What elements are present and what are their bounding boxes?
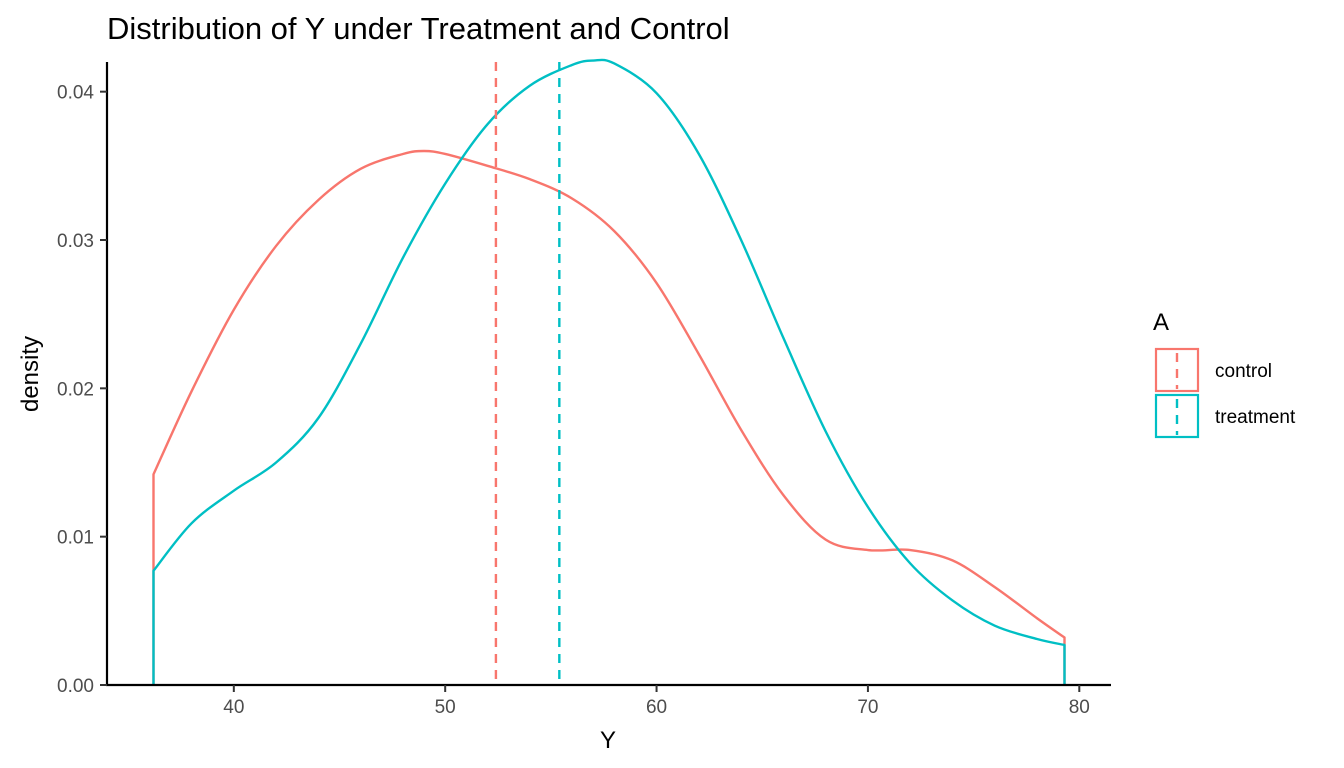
legend-item-treatment: treatment: [1154, 393, 1296, 439]
density-curve-treatment: [152, 58, 1066, 685]
mean-lines: [494, 62, 561, 685]
density-curves: [152, 58, 1066, 685]
y-axis-title: density: [17, 336, 44, 412]
y-tick-label: 0.01: [57, 528, 94, 549]
legend-label: treatment: [1215, 407, 1296, 428]
y-axis-ticks: 0.00 0.01 0.02 0.03 0.04: [57, 83, 107, 697]
legend-label: control: [1215, 361, 1272, 382]
x-tick-label: 40: [223, 697, 244, 718]
legend: A control treatment: [1153, 309, 1296, 439]
x-tick-label: 60: [646, 697, 667, 718]
y-tick-label: 0.00: [57, 676, 94, 697]
y-tick-label: 0.04: [57, 83, 94, 104]
x-tick-label: 50: [435, 697, 456, 718]
y-tick-label: 0.03: [57, 231, 94, 252]
plot-area: [152, 58, 1066, 685]
x-axis-title: Y: [600, 727, 616, 754]
x-axis-ticks: 40 50 60 70 80: [223, 685, 1090, 718]
legend-entries: control treatment: [1154, 347, 1296, 439]
chart-title: Distribution of Y under Treatment and Co…: [107, 11, 730, 46]
density-curve-control: [152, 149, 1066, 685]
x-tick-label: 70: [857, 697, 878, 718]
y-tick-label: 0.02: [57, 379, 94, 400]
x-tick-label: 80: [1069, 697, 1090, 718]
legend-title: A: [1153, 309, 1169, 336]
legend-item-control: control: [1154, 347, 1272, 393]
